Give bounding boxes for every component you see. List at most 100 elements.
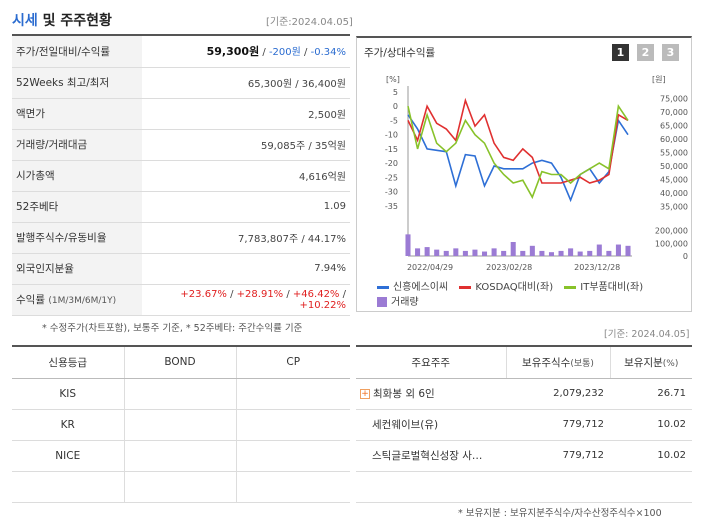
row-label: 52주베타 [12, 191, 142, 223]
table-row: 스틱글로벌혁신성장 사… 779,712 10.02 [356, 440, 692, 472]
row-value: 1.09 [142, 191, 350, 223]
chart-panel [356, 36, 692, 312]
volume-bar [501, 250, 507, 256]
row-value: 65,300원 / 36,400원 [142, 67, 350, 99]
volume-bar [596, 244, 602, 256]
row-label: 발행주식수/유동비율 [12, 222, 142, 254]
shares-held: 779,712 [506, 409, 610, 441]
price-value: 59,300원 / -200원 / -0.34% [142, 36, 350, 68]
volume-bar [520, 250, 526, 256]
table-row: 액면가 2,500원 [12, 98, 350, 130]
shares-held: 2,079,232 [506, 378, 610, 410]
chart-page-2-button[interactable]: 2 [637, 44, 654, 61]
row-label: 액면가 [12, 98, 142, 130]
volume-tick-label: 0 [683, 252, 688, 261]
stake-pct: 10.02 [610, 409, 692, 441]
table-row: 외국인지분율 7.94% [12, 253, 350, 285]
volume-bar [625, 245, 631, 256]
row-value: 4,616억원 [142, 160, 350, 192]
shareholder-name[interactable]: + 최화봉 외 6인 [356, 378, 506, 410]
agency-name [12, 471, 125, 503]
chart-page-1-button[interactable]: 1 [612, 44, 629, 61]
table-row [356, 471, 692, 503]
section-title: 시세 및 주주현황 [12, 13, 112, 29]
right-tick-label: 75,000 [660, 95, 688, 104]
x-tick-label: 2023/02/28 [486, 263, 532, 272]
row-value: 7.94% [142, 253, 350, 285]
right-tick-label: 65,000 [660, 122, 688, 131]
right-tick-label: 45,000 [660, 176, 688, 185]
left-tick-label: 0 [393, 102, 398, 111]
legend-item: 신흥에스이씨 [377, 282, 448, 293]
table-row: 수익률 (1M/3M/6M/1Y) +23.67% / +28.91% / +4… [12, 284, 350, 316]
quote-table: 주가/전일대비/수익률 59,300원 / -200원 / -0.34% 52W… [12, 36, 350, 316]
right-tick-label: 35,000 [660, 203, 688, 212]
column-header: 주요주주 [356, 345, 507, 379]
right-tick-label: 40,000 [660, 189, 688, 198]
column-header: 보유주식수(보통) [506, 345, 611, 379]
legend-item: IT부품대비(좌) [564, 282, 643, 293]
legend-item: KOSDAQ대비(좌) [459, 282, 553, 293]
table-row: 52Weeks 최고/최저 65,300원 / 36,400원 [12, 67, 350, 99]
chart-title: 주가/상대수익률 [364, 47, 436, 59]
table-row: KR [12, 409, 350, 441]
returns-value: +23.67% / +28.91% / +46.42% / +10.22% [142, 284, 350, 316]
row-label: 주가/전일대비/수익률 [12, 36, 142, 68]
volume-tick-label: 100,000 [655, 239, 688, 248]
current-price: 59,300원 [206, 45, 260, 59]
volume-bar [539, 250, 545, 256]
left-tick-label: -30 [385, 188, 398, 197]
row-label: 수익률 (1M/3M/6M/1Y) [12, 284, 142, 316]
agency-name: NICE [12, 440, 125, 472]
series-line [407, 104, 629, 200]
right-tick-label: 70,000 [660, 108, 688, 117]
right-tick-label: 60,000 [660, 135, 688, 144]
volume-bar [434, 249, 440, 256]
volume-bar [568, 248, 574, 256]
divider [12, 34, 350, 36]
column-header: CP [236, 345, 350, 379]
row-value: 7,783,807주 / 44.17% [142, 222, 350, 254]
table-row: + 최화봉 외 6인 2,079,232 26.71 [356, 378, 692, 410]
footnote: * 보유지분 : 보유지분주식수/자수산정주식수×100 [458, 508, 662, 519]
table-row [12, 471, 350, 503]
right-tick-label: 55,000 [660, 149, 688, 158]
volume-bar [415, 248, 421, 256]
volume-bar [558, 250, 564, 256]
row-value: 2,500원 [142, 98, 350, 130]
chart-page-3-button[interactable]: 3 [662, 44, 679, 61]
x-tick-label: 2022/04/29 [407, 263, 453, 272]
table-row: 세컨웨이브(유) 779,712 10.02 [356, 409, 692, 441]
x-tick-label: 2023/12/28 [574, 263, 620, 272]
left-tick-label: -5 [390, 116, 398, 125]
right-axis-unit: [원] [652, 75, 666, 84]
agency-name: KR [12, 409, 125, 441]
row-label: 거래량/거래대금 [12, 129, 142, 161]
left-tick-label: -10 [385, 131, 398, 140]
column-header: 신용등급 [12, 345, 125, 379]
base-date: [기준: 2024.04.05] [604, 329, 690, 340]
shareholders-table: 주요주주 보유주식수(보통) 보유지분(%) + 최화봉 외 6인 2,079,2… [356, 345, 692, 503]
series-line [407, 97, 629, 184]
row-label: 외국인지분율 [12, 253, 142, 285]
volume-bar [462, 250, 468, 256]
table-row: KIS [12, 378, 350, 410]
expand-icon[interactable]: + [360, 389, 370, 399]
volume-bar [443, 250, 449, 256]
column-header: BOND [124, 345, 237, 379]
table-row: 거래량/거래대금 59,085주 / 35억원 [12, 129, 350, 161]
volume-bar [405, 234, 411, 256]
left-tick-label: -35 [385, 202, 398, 211]
volume-bar [587, 250, 593, 256]
volume-bar [482, 251, 488, 256]
table-row: 52주베타 1.09 [12, 191, 350, 223]
volume-bar [577, 251, 583, 256]
volume-bar [491, 248, 497, 256]
price-chart: [%] [원] 5 0 -5 -10 -15 -20 -25 -30 -35 75,000 70,000… [385, 75, 688, 272]
price-rate: -0.34% [310, 47, 346, 59]
footnote: * 수정주가(차트포함), 보통주 기준, * 52주베타: 주간수익률 기준 [42, 323, 303, 334]
row-label: 52Weeks 최고/최저 [12, 67, 142, 99]
table-row: 발행주식수/유동비율 7,783,807주 / 44.17% [12, 222, 350, 254]
left-tick-label: -20 [385, 159, 398, 168]
volume-bar [548, 252, 554, 256]
